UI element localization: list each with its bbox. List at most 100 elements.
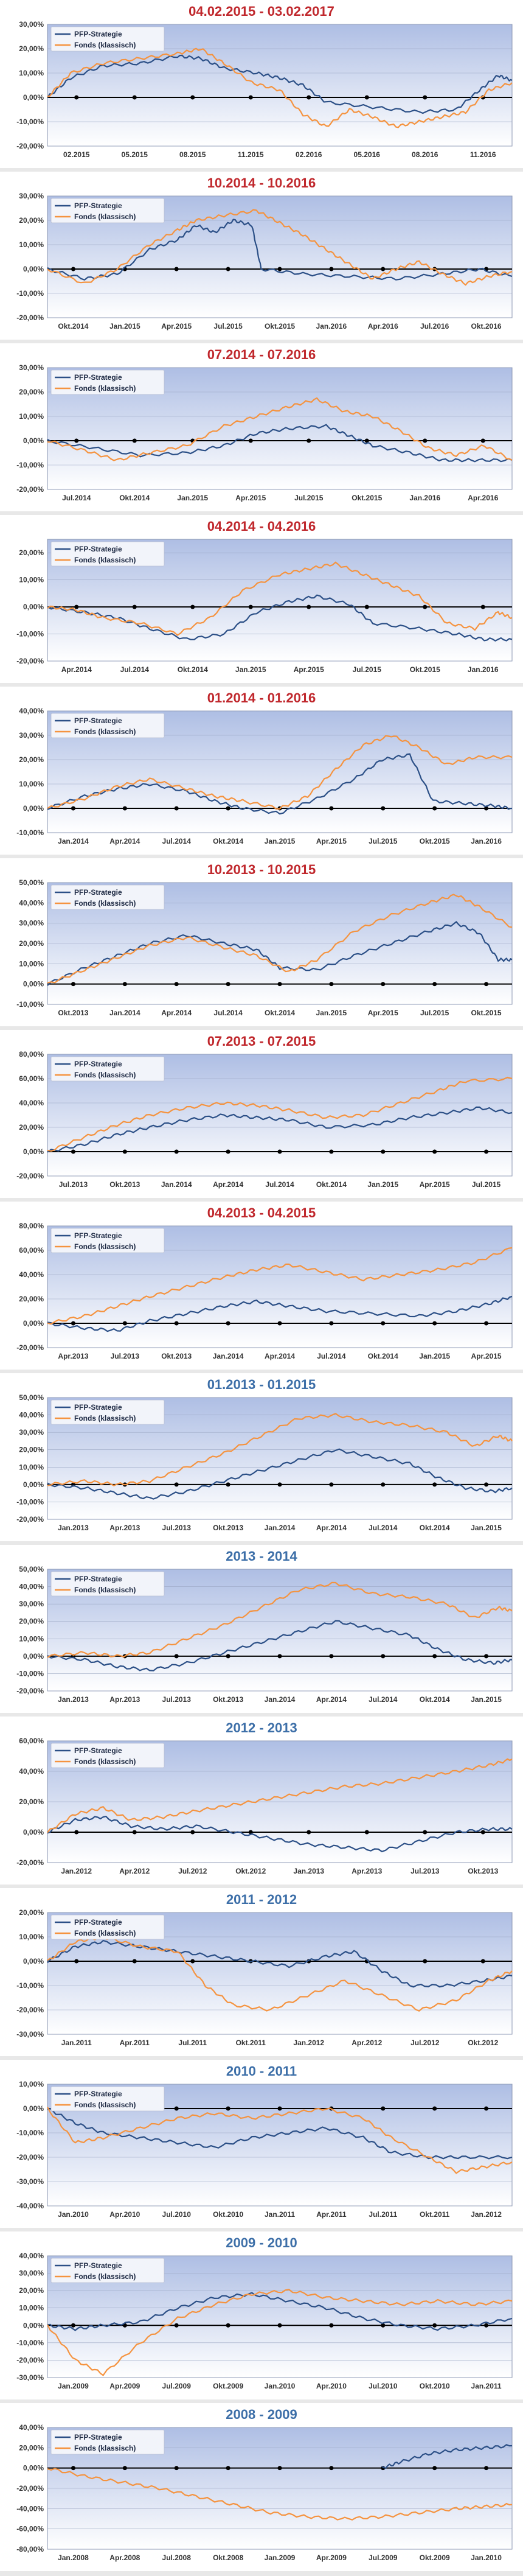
chart-title: 2008 - 2009 [226, 2407, 297, 2422]
x-tick-label: Okt.2010 [213, 2210, 243, 2219]
y-tick-label: -10,00% [16, 828, 44, 837]
y-tick-label: 50,00% [19, 1566, 44, 1573]
x-tick-label: Apr.2009 [109, 2382, 140, 2390]
legend-label: Fonds (klassisch) [74, 1586, 136, 1594]
series-line-pfp-strategie [47, 594, 513, 642]
zero-marker [381, 1482, 386, 1487]
x-tick-label: Okt.2009 [420, 2553, 450, 2562]
y-tick-label: 0,00% [23, 2464, 44, 2473]
zero-marker [432, 2323, 437, 2328]
zero-marker [423, 1830, 428, 1835]
y-tick-label: 30,00% [19, 2269, 44, 2278]
legend-label: PFP-Strategie [74, 2261, 122, 2270]
y-tick-label: 10,00% [19, 780, 44, 788]
zero-marker [432, 982, 437, 987]
x-tick-label: Apr.2011 [120, 2039, 150, 2047]
x-tick-label: Jul.2014 [369, 1524, 398, 1532]
y-tick-label: 40,00% [19, 898, 44, 907]
x-tick-label: 11.2016 [470, 150, 496, 159]
x-tick-label: Okt.2016 [471, 322, 502, 331]
x-tick-label: Jul.2015 [294, 494, 324, 502]
legend-label: Fonds (klassisch) [74, 2101, 136, 2109]
zero-marker [71, 806, 75, 811]
y-tick-label: 10,00% [19, 69, 44, 77]
chart-title: 04.02.2015 - 03.02.2017 [189, 4, 334, 19]
legend-box [50, 1743, 165, 1768]
series-line-fonds-klassisch [47, 1758, 513, 1833]
chart-title: 07.2014 - 07.2016 [207, 347, 316, 362]
x-tick-label: Okt.2015 [471, 1009, 502, 1017]
series-line-pfp-strategie [47, 1295, 513, 1332]
y-tick-label: 30,00% [19, 1428, 44, 1437]
series-line-fonds-klassisch [47, 1076, 513, 1152]
zero-marker [277, 2323, 282, 2328]
zero-marker [484, 2106, 489, 2111]
y-tick-label: -20,00% [16, 1343, 44, 1352]
y-tick-label: -20,00% [16, 1172, 44, 1180]
x-tick-label: Jan.2015 [265, 837, 296, 845]
x-tick-label: Apr.2011 [316, 2210, 347, 2219]
x-tick-label: Jan.2009 [265, 2553, 296, 2562]
x-tick-label: Okt.2015 [265, 322, 295, 331]
zero-marker [480, 1830, 485, 1835]
zero-marker [432, 1321, 437, 1326]
x-tick-label: Jul.2013 [111, 1352, 140, 1360]
chart-svg: 10,00% 0,00% -10,00% -20,00% -30,00% -40,00% J… [16, 2081, 513, 2219]
zero-marker [432, 1654, 437, 1659]
zero-marker [132, 438, 137, 443]
y-tick-label: 0,00% [23, 2321, 44, 2329]
legend-label: Fonds (klassisch) [74, 41, 136, 49]
zero-marker [484, 2323, 489, 2328]
x-tick-label: Okt.2014 [368, 1352, 398, 1360]
zero-marker [381, 1654, 386, 1659]
zero-marker [329, 267, 334, 271]
chart-panel: 2012 - 2013 60,00% 40,00% 20,00% 0,00% -20,00… [0, 1717, 523, 1885]
chart-title: 07.2013 - 07.2015 [207, 1034, 316, 1049]
zero-marker [381, 982, 386, 987]
y-tick-label: 10,00% [19, 959, 44, 968]
zero-marker [484, 1149, 489, 1154]
legend-label: PFP-Strategie [74, 1060, 122, 1068]
zero-marker [277, 982, 282, 987]
y-tick-label: -30,00% [16, 2373, 44, 2382]
y-tick-label: 40,00% [19, 2252, 44, 2260]
y-tick-label: -20,00% [16, 313, 44, 322]
y-tick-label: 20,00% [19, 1797, 44, 1806]
y-tick-label: -30,00% [16, 2030, 44, 2039]
zero-marker [277, 1321, 282, 1326]
zero-marker [423, 1959, 428, 1964]
x-tick-label: Jul.2015 [420, 1009, 449, 1017]
chart-svg: 50,00% 40,00% 30,00% 20,00% 10,00% 0,00% -10,0… [16, 879, 513, 1017]
zero-marker [226, 2106, 230, 2111]
zero-marker [277, 2106, 282, 2111]
y-tick-label: -20,00% [16, 1858, 44, 1867]
x-tick-label: Jan.2012 [293, 2039, 324, 2047]
zero-marker [174, 1654, 179, 1659]
x-tick-label: Okt.2015 [352, 494, 382, 502]
y-tick-label: 0,00% [23, 603, 44, 611]
x-tick-label: Jul.2011 [178, 2039, 207, 2047]
x-tick-label: 08.2015 [179, 150, 206, 159]
zero-marker [226, 2323, 230, 2328]
x-tick-label: Okt.2013 [213, 1524, 243, 1532]
x-tick-label: Jan.2014 [213, 1352, 244, 1360]
legend-label: PFP-Strategie [74, 2433, 122, 2441]
y-tick-label: 20,00% [19, 216, 44, 225]
x-tick-label: Jan.2015 [471, 1695, 502, 1704]
zero-marker [74, 1830, 79, 1835]
x-tick-label: Jan.2013 [58, 1695, 89, 1704]
x-tick-label: Jan.2013 [293, 1867, 324, 1875]
x-tick-label: Jul.2014 [317, 1352, 346, 1360]
legend: PFP-Strategie Fonds (klassisch) [50, 2429, 165, 2455]
zero-marker [423, 438, 428, 443]
y-tick-label: 10,00% [19, 2081, 44, 2088]
zero-marker [432, 1482, 437, 1487]
x-tick-label: Jan.2015 [235, 665, 266, 674]
series-line-fonds-klassisch [47, 1581, 513, 1659]
x-tick-label: Okt.2013 [161, 1352, 192, 1360]
zero-marker [174, 806, 179, 811]
zero-marker [480, 604, 485, 609]
x-tick-label: Jul.2010 [162, 2210, 192, 2219]
y-tick-label: 20,00% [19, 44, 44, 53]
y-tick-label: -20,00% [16, 2006, 44, 2014]
